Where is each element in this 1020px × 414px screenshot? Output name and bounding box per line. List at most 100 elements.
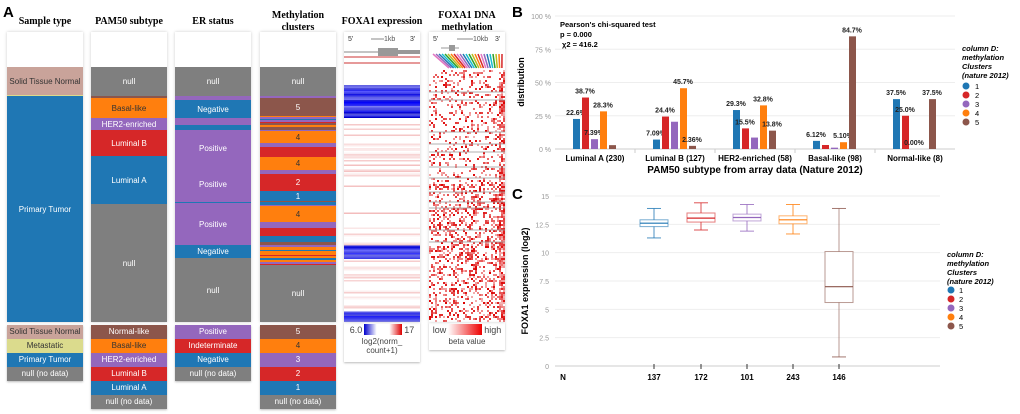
methylation-cell — [503, 318, 505, 320]
cluster-stripe — [260, 251, 336, 253]
methylation-cell — [463, 72, 465, 74]
methylation-cell — [467, 258, 469, 260]
methylation-cell — [453, 246, 455, 248]
methylation-cell — [489, 280, 491, 282]
methylation-cell — [457, 204, 459, 206]
methylation-cell — [455, 210, 457, 212]
methylation-cell — [439, 228, 441, 230]
expression-row — [344, 73, 420, 75]
methylation-cell — [501, 280, 503, 282]
three-prime-label: 3' — [495, 36, 500, 43]
methylation-cell — [501, 106, 503, 108]
methylation-cell — [431, 266, 433, 268]
methylation-cell — [501, 288, 503, 290]
column-header-methylation-clusters: Methylation clusters — [271, 10, 325, 33]
methylation-cell — [441, 188, 443, 190]
methylation-cell — [487, 130, 489, 132]
methylation-cell — [457, 296, 459, 298]
methylation-cell — [433, 178, 435, 180]
methylation-cell — [471, 254, 473, 256]
methylation-cell — [503, 302, 505, 304]
methylation-cell — [459, 206, 461, 208]
methylation-cell — [497, 258, 499, 260]
methylation-cell — [499, 252, 501, 254]
panel-b-label: B — [512, 4, 523, 21]
methylation-cell — [445, 140, 447, 142]
legend-min: low — [432, 324, 447, 335]
methylation-cell — [493, 230, 495, 232]
methylation-cell — [503, 192, 505, 194]
bar — [591, 139, 598, 149]
methylation-cell — [471, 286, 473, 288]
methylation-cell — [501, 286, 503, 288]
methylation-cell — [461, 248, 463, 250]
methylation-cell — [465, 234, 467, 236]
methylation-cell — [483, 224, 485, 226]
methylation-cell — [497, 216, 499, 218]
methylation-cell — [483, 104, 485, 106]
methylation-cell — [483, 192, 485, 194]
methylation-cell — [459, 240, 461, 242]
methylation-cell — [455, 288, 457, 290]
methylation-cell — [435, 262, 437, 264]
methylation-cell — [451, 244, 453, 246]
methylation-cell — [457, 264, 459, 266]
expression-row — [344, 260, 420, 262]
methylation-cell — [459, 118, 461, 120]
methylation-cell — [501, 136, 503, 138]
expression-row — [344, 167, 420, 169]
cluster-stripe — [260, 122, 336, 123]
methylation-cell — [497, 220, 499, 222]
y-axis-title: distribution — [516, 57, 526, 107]
methylation-cell — [473, 252, 475, 254]
methylation-cell — [453, 300, 455, 302]
methylation-cell — [437, 304, 439, 306]
expression-row — [344, 274, 420, 276]
n-count: 243 — [786, 373, 800, 382]
methylation-cell — [465, 210, 467, 212]
methylation-cell — [491, 70, 493, 72]
methylation-cell — [485, 212, 487, 214]
methylation-cell — [469, 288, 471, 290]
methylation-cell — [493, 120, 495, 122]
scale-label: 10kb — [473, 36, 488, 43]
methylation-cell — [473, 274, 475, 276]
legend-label: 1 — [975, 82, 979, 91]
methylation-cell — [435, 74, 437, 76]
methylation-cell — [473, 96, 475, 98]
probe-connector — [486, 53, 492, 69]
methylation-cell — [459, 138, 461, 140]
methylation-cell — [469, 318, 471, 320]
probe-connector — [438, 53, 455, 69]
methylation-cell — [503, 220, 505, 222]
methylation-cell — [501, 264, 503, 266]
methylation-cell — [461, 208, 463, 210]
methylation-cell — [499, 88, 501, 90]
cluster-stripe — [260, 259, 336, 260]
methylation-cell — [479, 312, 481, 314]
expression-row — [344, 83, 420, 85]
methylation-cell — [443, 96, 445, 98]
methylation-cell — [487, 240, 489, 242]
methylation-cell — [435, 86, 437, 88]
methylation-cell — [437, 272, 439, 274]
methylation-cell — [449, 302, 451, 304]
methylation-cell — [487, 316, 489, 318]
expression-row — [344, 77, 420, 79]
methylation-cell — [447, 84, 449, 86]
methylation-cell — [451, 224, 453, 226]
methylation-cell — [501, 88, 503, 90]
methylation-cell — [445, 282, 447, 284]
methylation-cell — [491, 294, 493, 296]
legend-max: 17 — [404, 324, 415, 335]
methylation-cell — [441, 250, 443, 252]
methylation-cell — [439, 134, 441, 136]
methylation-cell — [431, 248, 433, 250]
expression-row — [344, 178, 420, 180]
methylation-cell — [457, 94, 459, 96]
methylation-cell — [457, 268, 459, 270]
methylation-cell — [439, 234, 441, 236]
methylation-cell — [463, 158, 465, 160]
methylation-cell — [433, 224, 435, 226]
methylation-cell — [443, 252, 445, 254]
